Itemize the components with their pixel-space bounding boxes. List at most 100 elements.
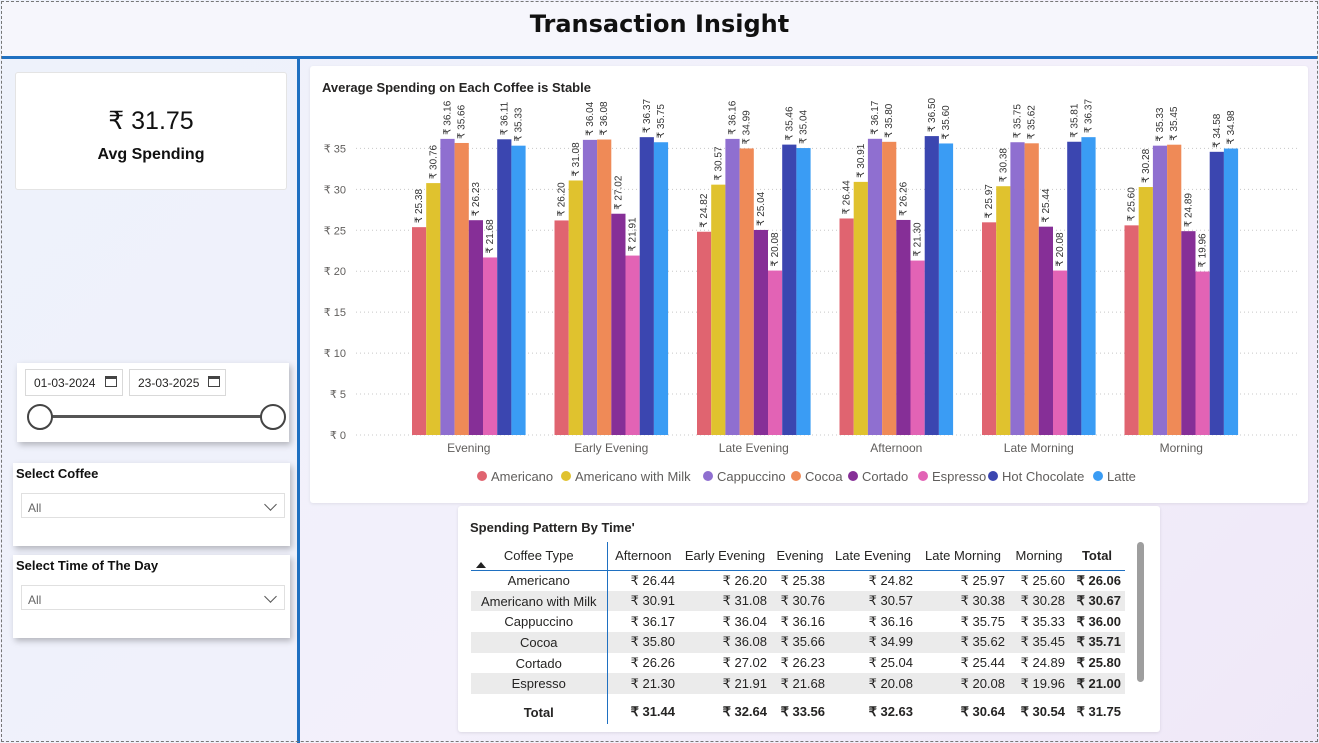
date-slider-start-handle[interactable] [27, 404, 53, 430]
column-header[interactable]: Late Evening [829, 542, 917, 571]
data-label: ₹ 30.38 [998, 148, 1009, 183]
x-tick-label: Late Morning [1004, 441, 1074, 455]
time-dropdown[interactable]: All [21, 585, 285, 610]
data-label: ₹ 34.99 [742, 110, 753, 145]
data-label: ₹ 35.75 [656, 104, 667, 139]
data-label: ₹ 36.37 [1084, 99, 1095, 134]
table-cell: ₹ 25.04 [868, 655, 913, 671]
table-total-cell: ₹ 33.56 [780, 704, 825, 720]
start-date-value: 01-03-2024 [34, 376, 96, 390]
kpi-label: Avg Spending [97, 146, 205, 163]
bar [511, 145, 526, 435]
column-header[interactable]: Late Morning [917, 542, 1009, 571]
table-cell: ₹ 21.00 [1069, 673, 1125, 695]
chevron-down-icon[interactable] [264, 498, 277, 511]
coffee-slicer: Select Coffee All [13, 463, 290, 546]
table-total-row: Total ₹ 31.44 ₹ 32.64 ₹ 33.56 ₹ 32.63 ₹ 30.64… [471, 694, 1125, 725]
date-slider-end-handle[interactable] [260, 404, 286, 430]
spending-matrix: Coffee Type Afternoon Early Evening Evening… [471, 542, 1125, 725]
x-tick-label: Late Evening [719, 441, 789, 455]
calendar-icon[interactable] [208, 376, 220, 387]
bar [497, 139, 512, 435]
table-total-cell: ₹ 32.63 [868, 704, 913, 720]
table-cell: ₹ 26.06 [1076, 572, 1121, 588]
coffee-dropdown[interactable]: All [21, 493, 285, 518]
spending-table-card: Spending Pattern By Time' Coffee Type Aft… [458, 506, 1160, 732]
bar [483, 257, 498, 435]
bar [853, 181, 868, 435]
bar [882, 141, 897, 435]
table-cell: ₹ 35.45 [1009, 632, 1069, 653]
kpi-card: ₹ 31.75 Avg Spending [15, 72, 287, 190]
bar [910, 260, 925, 435]
bar [697, 231, 712, 435]
table-cell: ₹ 24.89 [1020, 655, 1065, 671]
y-tick-label: ₹ 25 [324, 225, 346, 237]
legend-entry: Cappuccino [717, 469, 786, 484]
table-total-cell: ₹ 31.75 [1076, 704, 1121, 720]
legend-marker [791, 471, 801, 481]
bar [924, 136, 939, 435]
data-label: ₹ 21.68 [485, 219, 496, 254]
time-slicer: Select Time of The Day All [13, 555, 290, 638]
bar [1010, 142, 1025, 435]
table-cell: ₹ 21.91 [679, 673, 771, 695]
legend-marker [703, 471, 713, 481]
data-label: ₹ 21.91 [628, 217, 639, 252]
table-cell: ₹ 31.08 [679, 590, 771, 612]
data-label: ₹ 35.81 [1069, 103, 1080, 138]
bar [1067, 141, 1082, 436]
bar [1024, 143, 1039, 435]
table-cell: ₹ 36.17 [630, 613, 675, 629]
data-label: ₹ 36.50 [927, 97, 938, 132]
table-cell: ₹ 19.96 [1009, 673, 1069, 695]
table-cell: ₹ 35.80 [607, 632, 679, 653]
legend-marker [988, 471, 998, 481]
table-scrollbar[interactable] [1137, 542, 1144, 682]
y-tick-label: ₹ 5 [330, 389, 346, 401]
bar [711, 184, 726, 435]
table-cell: ₹ 30.67 [1069, 590, 1125, 612]
table-cell: ₹ 36.04 [722, 613, 767, 629]
data-label: ₹ 20.08 [770, 232, 781, 267]
chevron-down-icon[interactable] [264, 590, 277, 603]
bar [1152, 145, 1168, 435]
kpi-value: ₹ 31.75 [108, 107, 194, 135]
column-header[interactable]: Total [1069, 542, 1125, 571]
column-header[interactable]: Early Evening [679, 542, 771, 571]
y-tick-label: ₹ 30 [324, 184, 346, 196]
legend-entry: Latte [1107, 469, 1136, 484]
table-row: Americano with Milk ₹ 30.91 ₹ 31.08 ₹ 30.76… [471, 590, 1125, 612]
x-tick-label: Early Evening [574, 441, 648, 455]
column-header[interactable]: Afternoon [607, 542, 679, 571]
data-label: ₹ 35.04 [799, 109, 810, 144]
bar [568, 180, 583, 435]
header-bar [2, 2, 1317, 58]
legend-entry: Espresso [932, 469, 986, 484]
bar [996, 186, 1011, 435]
data-label: ₹ 35.66 [457, 104, 468, 139]
table-cell: ₹ 20.08 [829, 673, 917, 695]
column-header[interactable]: Morning [1009, 542, 1069, 571]
coffee-slicer-label: Select Coffee [16, 466, 99, 481]
y-tick-label: ₹ 10 [324, 348, 346, 360]
data-label: ₹ 35.45 [1169, 106, 1180, 141]
start-date-input[interactable]: 01-03-2024 [25, 369, 123, 396]
column-header[interactable]: Coffee Type [471, 542, 608, 571]
bar [625, 255, 640, 435]
data-label: ₹ 25.44 [1041, 188, 1052, 223]
panel-divider [297, 58, 300, 743]
table-cell: ₹ 26.44 [630, 572, 675, 588]
calendar-icon[interactable] [105, 376, 117, 387]
table-cell: ₹ 20.08 [917, 673, 1009, 695]
date-slider-track[interactable] [39, 415, 273, 418]
sort-up-icon[interactable] [476, 562, 486, 568]
data-label: ₹ 30.91 [856, 143, 867, 178]
column-header[interactable]: Evening [771, 542, 829, 571]
bar [1223, 148, 1239, 435]
data-label: ₹ 20.08 [1055, 232, 1066, 267]
end-date-input[interactable]: 23-03-2025 [129, 369, 226, 396]
bar [1209, 151, 1224, 435]
legend-marker [918, 471, 928, 481]
data-label: ₹ 25.04 [756, 191, 767, 226]
